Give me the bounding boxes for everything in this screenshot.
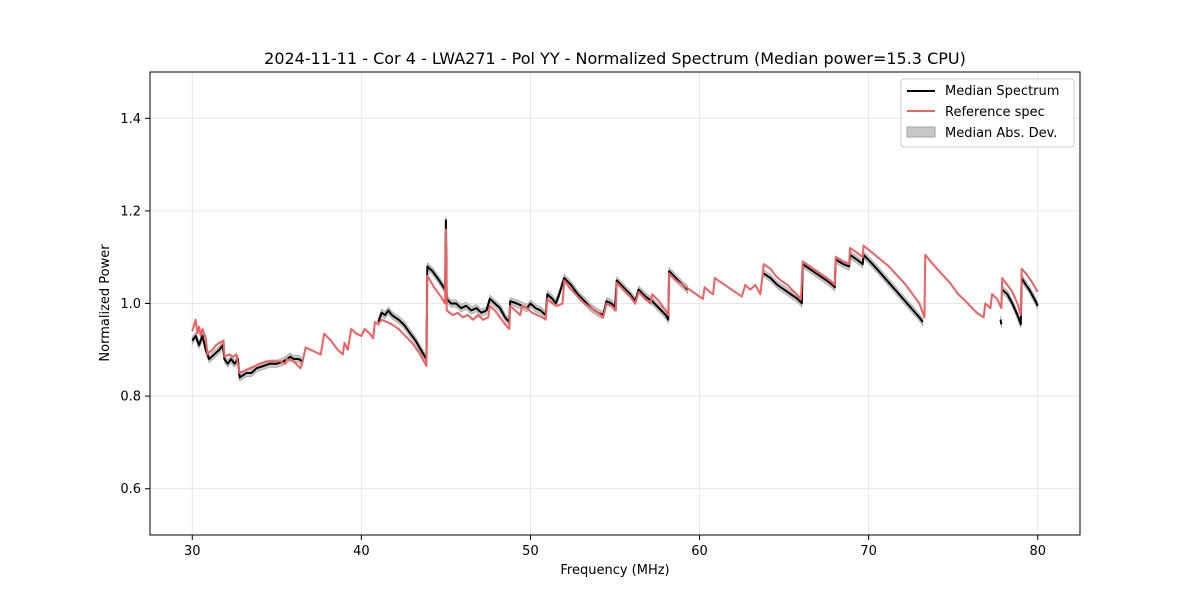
median-spectrum-line — [999, 319, 1003, 325]
legend-mad-label: Median Abs. Dev. — [945, 126, 1057, 141]
y-tick-label: 1.0 — [120, 297, 141, 312]
x-tick-label: 50 — [522, 544, 539, 559]
mad-band — [377, 216, 689, 364]
x-tick-label: 80 — [1029, 544, 1046, 559]
legend-reference-label: Reference spec — [945, 105, 1045, 120]
y-axis-label: Normalized Power — [98, 244, 113, 362]
plot-area — [191, 216, 1039, 382]
chart-title: 2024-11-11 - Cor 4 - LWA271 - Pol YY - N… — [264, 49, 966, 68]
x-tick-label: 70 — [860, 544, 877, 559]
y-tick-label: 1.2 — [120, 204, 141, 219]
reference-spec-line — [191, 228, 1039, 374]
y-axis-ticks: 0.6 0.8 1.0 1.2 1.4 — [120, 112, 150, 497]
legend-mad-swatch — [906, 126, 936, 138]
y-tick-label: 1.4 — [120, 112, 141, 127]
x-tick-label: 60 — [691, 544, 708, 559]
x-tick-label: 40 — [353, 544, 370, 559]
y-tick-label: 0.6 — [120, 482, 141, 497]
x-tick-label: 30 — [184, 544, 201, 559]
x-axis-label: Frequency (MHz) — [560, 563, 669, 578]
x-axis-ticks: 30 40 50 60 70 80 — [184, 535, 1046, 559]
legend-box — [900, 78, 1075, 148]
mad-band — [763, 250, 924, 327]
legend: Median Spectrum Reference spec Median Ab… — [900, 78, 1075, 148]
legend-median-label: Median Spectrum — [945, 84, 1059, 99]
y-tick-label: 0.8 — [120, 390, 141, 405]
reference-spec-group — [191, 228, 1039, 374]
